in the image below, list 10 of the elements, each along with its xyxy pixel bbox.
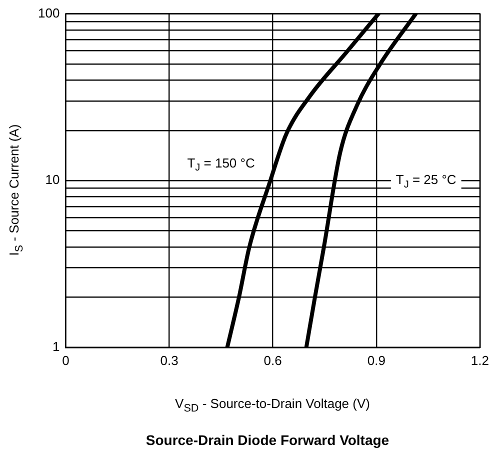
x-tick-label: 0: [62, 352, 70, 368]
x-tick-label: 0.9: [367, 352, 386, 368]
y-tick-label: 10: [45, 172, 60, 188]
x-axis-title: V$_{SD}$ - Source-to-Drain Voltage (V): [174, 396, 371, 415]
text: Source-Drain Diode Forward Voltage: [144, 432, 390, 448]
y-tick-label: 100: [38, 5, 60, 20]
x-tick-label: 0.6: [264, 352, 282, 368]
y-tick-label: 1: [52, 338, 60, 354]
x-tick-label: 1.2: [470, 352, 490, 368]
x-tick-label: 0.3: [160, 352, 178, 368]
